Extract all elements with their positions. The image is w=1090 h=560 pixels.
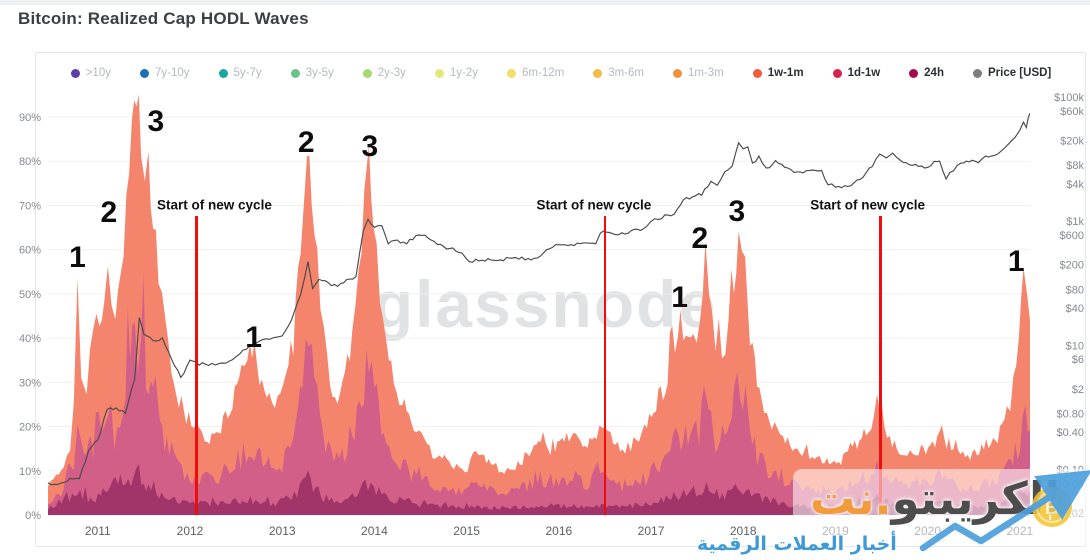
x-axis-tick: 2021 bbox=[1007, 524, 1034, 538]
price-line bbox=[48, 112, 1030, 486]
x-axis-tick: 2017 bbox=[638, 524, 665, 538]
legend-dot-icon bbox=[434, 68, 444, 78]
legend-dot-icon bbox=[139, 68, 149, 78]
legend-item-3y-5y[interactable]: 3y-5y bbox=[290, 67, 334, 79]
right-axis-tick: $1k bbox=[1066, 216, 1084, 228]
x-axis: 2011 2012 2013 2014 2015 2016 2017 2018 2019 2020… bbox=[85, 524, 1034, 538]
legend-dot-icon bbox=[909, 68, 919, 78]
legend-item--10y[interactable]: >10y bbox=[70, 67, 111, 79]
x-axis-tick: 2018 bbox=[730, 524, 757, 538]
glassnode-watermark: glassnode bbox=[372, 267, 718, 341]
left-axis-tick: 40% bbox=[19, 333, 41, 345]
legend-item-6m-12m[interactable]: 6m-12m bbox=[507, 67, 564, 79]
left-axis-tick: 70% bbox=[19, 200, 41, 212]
legend-item-label: >10y bbox=[85, 67, 111, 79]
x-axis-tick: 2015 bbox=[453, 524, 480, 538]
right-axis-tick: $0.06 bbox=[1056, 478, 1084, 490]
right-axis-tick: $20k bbox=[1060, 135, 1084, 147]
left-axis-tick: 60% bbox=[19, 245, 41, 257]
legend-dot-icon bbox=[672, 68, 682, 78]
legend-item-label: 1m-3m bbox=[687, 67, 724, 79]
legend-dot-icon bbox=[507, 68, 517, 78]
legend-dot-icon bbox=[593, 68, 603, 78]
legend-dot-icon bbox=[362, 68, 372, 78]
area-band bbox=[48, 464, 1030, 515]
legend-dot-icon bbox=[972, 68, 982, 78]
top-strip bbox=[0, 0, 1090, 5]
left-axis-tick: 50% bbox=[19, 289, 41, 301]
legend: >10y 7y-10y 5y-7y 3y-5y 2y-3y 1y-2y 6m-12m 3m-6… bbox=[40, 60, 1082, 86]
left-axis-tick: 10% bbox=[19, 466, 41, 478]
legend-item-price-usd-[interactable]: Price [USD] bbox=[972, 67, 1052, 79]
legend-item-1w-1m[interactable]: 1w-1m bbox=[752, 67, 804, 79]
right-axis: $100k $60k $20k $8k $4k $1k $600 $200 $80 $40 $10 $… bbox=[1054, 92, 1084, 520]
x-axis-tick: 2016 bbox=[545, 524, 572, 538]
legend-item-label: 3m-6m bbox=[608, 67, 644, 79]
right-axis-tick: $60k bbox=[1060, 106, 1084, 118]
right-axis-tick: $6 bbox=[1072, 354, 1084, 366]
legend-item-label: 2y-3y bbox=[377, 67, 406, 79]
left-axis-tick: 0% bbox=[25, 510, 41, 522]
stacked-areas bbox=[48, 94, 1030, 515]
right-axis-tick: $0.02 bbox=[1056, 508, 1084, 520]
right-axis-tick: $80 bbox=[1066, 284, 1084, 296]
legend-item-24h[interactable]: 24h bbox=[909, 67, 944, 79]
right-axis-tick: $40 bbox=[1066, 303, 1084, 315]
legend-item-7y-10y[interactable]: 7y-10y bbox=[139, 67, 190, 79]
legend-item-5y-7y[interactable]: 5y-7y bbox=[218, 67, 262, 79]
x-axis-tick: 2013 bbox=[269, 524, 296, 538]
x-axis-tick: 2020 bbox=[914, 524, 941, 538]
right-axis-tick: $0.80 bbox=[1056, 409, 1084, 421]
legend-item-label: 24h bbox=[924, 67, 944, 79]
legend-item-1y-2y[interactable]: 1y-2y bbox=[434, 67, 479, 79]
x-axis-tick: 2012 bbox=[177, 524, 204, 538]
legend-item-label: 5y-7y bbox=[233, 67, 262, 79]
right-axis-tick: $100k bbox=[1054, 92, 1084, 104]
right-axis-tick: $8k bbox=[1066, 160, 1084, 172]
left-axis-tick: 30% bbox=[19, 377, 41, 389]
legend-dot-icon bbox=[752, 68, 762, 78]
legend-item-label: 1y-2y bbox=[449, 67, 479, 79]
legend-item-label: 6m-12m bbox=[522, 67, 565, 79]
x-axis-tick: 2011 bbox=[85, 524, 111, 538]
legend-dot-icon bbox=[218, 68, 228, 78]
right-axis-tick: $2 bbox=[1072, 384, 1084, 396]
area-band bbox=[48, 274, 1030, 515]
legend-item-1m-3m[interactable]: 1m-3m bbox=[672, 67, 724, 79]
legend-item-label: 7y-10y bbox=[154, 67, 190, 79]
legend-item-1d-1w[interactable]: 1d-1w bbox=[832, 67, 881, 79]
right-axis-tick: $200 bbox=[1060, 260, 1084, 272]
legend-item-label: 1d-1w bbox=[847, 67, 881, 79]
page-title: Bitcoin: Realized Cap HODL Waves bbox=[18, 9, 309, 28]
legend-item-3m-6m[interactable]: 3m-6m bbox=[593, 67, 644, 79]
right-axis-tick: $10 bbox=[1066, 340, 1084, 352]
legend-item-label: Price [USD] bbox=[987, 67, 1052, 79]
legend-dot-icon bbox=[70, 68, 80, 78]
right-axis-tick: $4k bbox=[1066, 179, 1084, 191]
left-axis-tick: 80% bbox=[19, 156, 41, 168]
legend-item-label: 1w-1m bbox=[767, 67, 804, 79]
left-axis-tick: 20% bbox=[19, 422, 41, 434]
legend-item-label: 3y-5y bbox=[305, 67, 334, 79]
x-axis-tick: 2019 bbox=[822, 524, 849, 538]
right-axis-tick: $0.10 bbox=[1056, 465, 1084, 477]
right-axis-tick: $0.40 bbox=[1056, 427, 1084, 439]
legend-dot-icon bbox=[832, 68, 842, 78]
left-axis-tick: 90% bbox=[19, 112, 41, 124]
legend-item-2y-3y[interactable]: 2y-3y bbox=[362, 67, 406, 79]
x-axis-tick: 2014 bbox=[361, 524, 388, 538]
area-band bbox=[48, 94, 1030, 515]
legend-dot-icon bbox=[290, 68, 300, 78]
right-axis-tick: $600 bbox=[1060, 230, 1084, 242]
